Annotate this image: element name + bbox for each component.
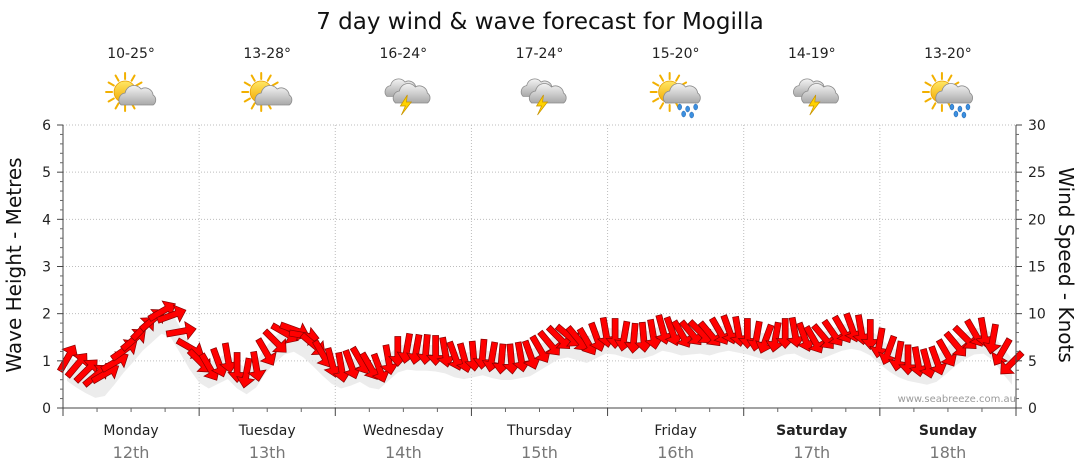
day-temp-range: 16-24° — [380, 46, 428, 62]
day-date-label: 17th — [793, 443, 830, 462]
day-name-label: Monday — [103, 423, 158, 439]
y-right-tick-label: 15 — [1028, 260, 1046, 276]
day-name-label: Saturday — [776, 423, 847, 439]
wind-arrow — [537, 329, 561, 356]
wind-arrow — [943, 330, 967, 357]
wind-arrow — [974, 316, 995, 348]
wind-arrow — [928, 345, 948, 376]
wind-arrow — [765, 321, 785, 353]
day-date-label: 12th — [113, 443, 150, 462]
wind-arrow — [342, 349, 362, 380]
wind-arrow — [235, 357, 256, 389]
wind-arrow — [982, 323, 1002, 355]
wind-arrow — [529, 334, 551, 363]
wind-arrow — [247, 350, 267, 382]
y-right-tick-label: 5 — [1028, 354, 1037, 370]
wind-arrow — [436, 336, 456, 368]
wind-arrow — [877, 334, 898, 366]
day-date-label: 16th — [657, 443, 694, 462]
wind-arrow — [64, 352, 88, 379]
day-name-label: Friday — [654, 423, 696, 439]
y-left-tick-label: 1 — [42, 354, 51, 370]
y-right-tick-label: 25 — [1028, 165, 1046, 181]
y-left-tick-label: 3 — [42, 260, 51, 276]
day-name-label: Sunday — [919, 423, 977, 439]
wind-arrow — [446, 340, 466, 371]
wind-arrow — [811, 323, 835, 349]
y-left-tick-label: 5 — [42, 165, 51, 181]
wind-arrow — [227, 352, 247, 384]
wind-arrow — [654, 314, 674, 345]
day-date-label: 14th — [385, 443, 422, 462]
wind-arrow — [545, 324, 571, 349]
wind-series — [56, 300, 1025, 389]
wind-arrow — [852, 314, 872, 346]
grid — [63, 124, 1016, 408]
axes: 0 1 2 3 4 5 6 0 5 10 15 20 25 30 — [42, 118, 1046, 417]
day-name-label: Tuesday — [238, 423, 296, 439]
wind-arrow — [147, 300, 176, 322]
wind-arrow — [379, 344, 399, 376]
day-temp-range: 10-25° — [107, 46, 155, 62]
day-temp-range: 15-20° — [652, 46, 700, 62]
wind-arrow — [671, 319, 693, 348]
y-axis-right-label: Wind Speed - Knots — [1054, 167, 1078, 363]
day-temp-range: 13-20° — [924, 46, 972, 62]
partly-cloudy-sun-icon — [241, 72, 293, 112]
day-date-label: 15th — [521, 443, 558, 462]
wind-arrow — [663, 315, 683, 347]
chart-title: 7 day wind & wave forecast for Mogilla — [316, 9, 764, 35]
wind-arrow — [165, 320, 197, 341]
watermark: www.seabreeze.com.au — [898, 394, 1016, 405]
wind-arrow — [425, 335, 446, 367]
wind-arrow — [898, 344, 918, 376]
wind-arrow — [323, 347, 343, 378]
sun-rain-icon — [649, 72, 701, 119]
day-temp-range: 17-24° — [516, 46, 564, 62]
wind-arrow — [796, 321, 816, 352]
wind-arrow — [935, 338, 958, 367]
wind-arrow — [370, 352, 391, 383]
thunderstorm-icon — [793, 78, 839, 116]
wind-arrow — [869, 327, 889, 359]
wind-arrow — [991, 337, 1013, 366]
wind-arrow — [262, 328, 287, 353]
thunderstorm-icon — [520, 78, 567, 116]
wind-arrow — [678, 319, 702, 346]
wind-arrow — [156, 304, 187, 324]
y-axis-left-label: Wave Height - Metres — [2, 157, 26, 372]
y-right-tick-label: 0 — [1028, 401, 1037, 417]
wind-arrow — [785, 316, 806, 348]
y-right-tick-label: 10 — [1028, 307, 1046, 323]
wind-arrow — [887, 340, 908, 372]
wind-arrow — [1000, 350, 1025, 375]
y-left-tick-label: 0 — [42, 401, 51, 417]
day-name-label: Thursday — [506, 423, 572, 439]
sun-rain-icon — [921, 72, 974, 119]
wind-arrow — [908, 346, 929, 378]
y-left-tick-label: 2 — [42, 307, 51, 323]
wind-arrow — [255, 337, 277, 366]
day-date-label: 18th — [930, 443, 967, 462]
wind-arrow — [803, 324, 825, 354]
y-right-tick-label: 30 — [1028, 118, 1046, 134]
y-left-tick-label: 6 — [42, 118, 51, 134]
day-temp-range: 14-19° — [788, 46, 836, 62]
partly-cloudy-sun-icon — [105, 72, 157, 112]
wind-arrow — [219, 342, 239, 374]
y-left-tick-label: 4 — [42, 212, 51, 228]
y-right-tick-label: 20 — [1028, 212, 1046, 228]
wind-arrow — [860, 319, 881, 351]
day-name-label: Wednesday — [363, 423, 444, 439]
wind-arrow — [720, 314, 740, 345]
day-date-label: 13th — [249, 443, 286, 462]
thunderstorm-icon — [384, 78, 431, 116]
wind-arrow — [843, 312, 863, 343]
day-temp-range: 13-28° — [243, 46, 291, 62]
